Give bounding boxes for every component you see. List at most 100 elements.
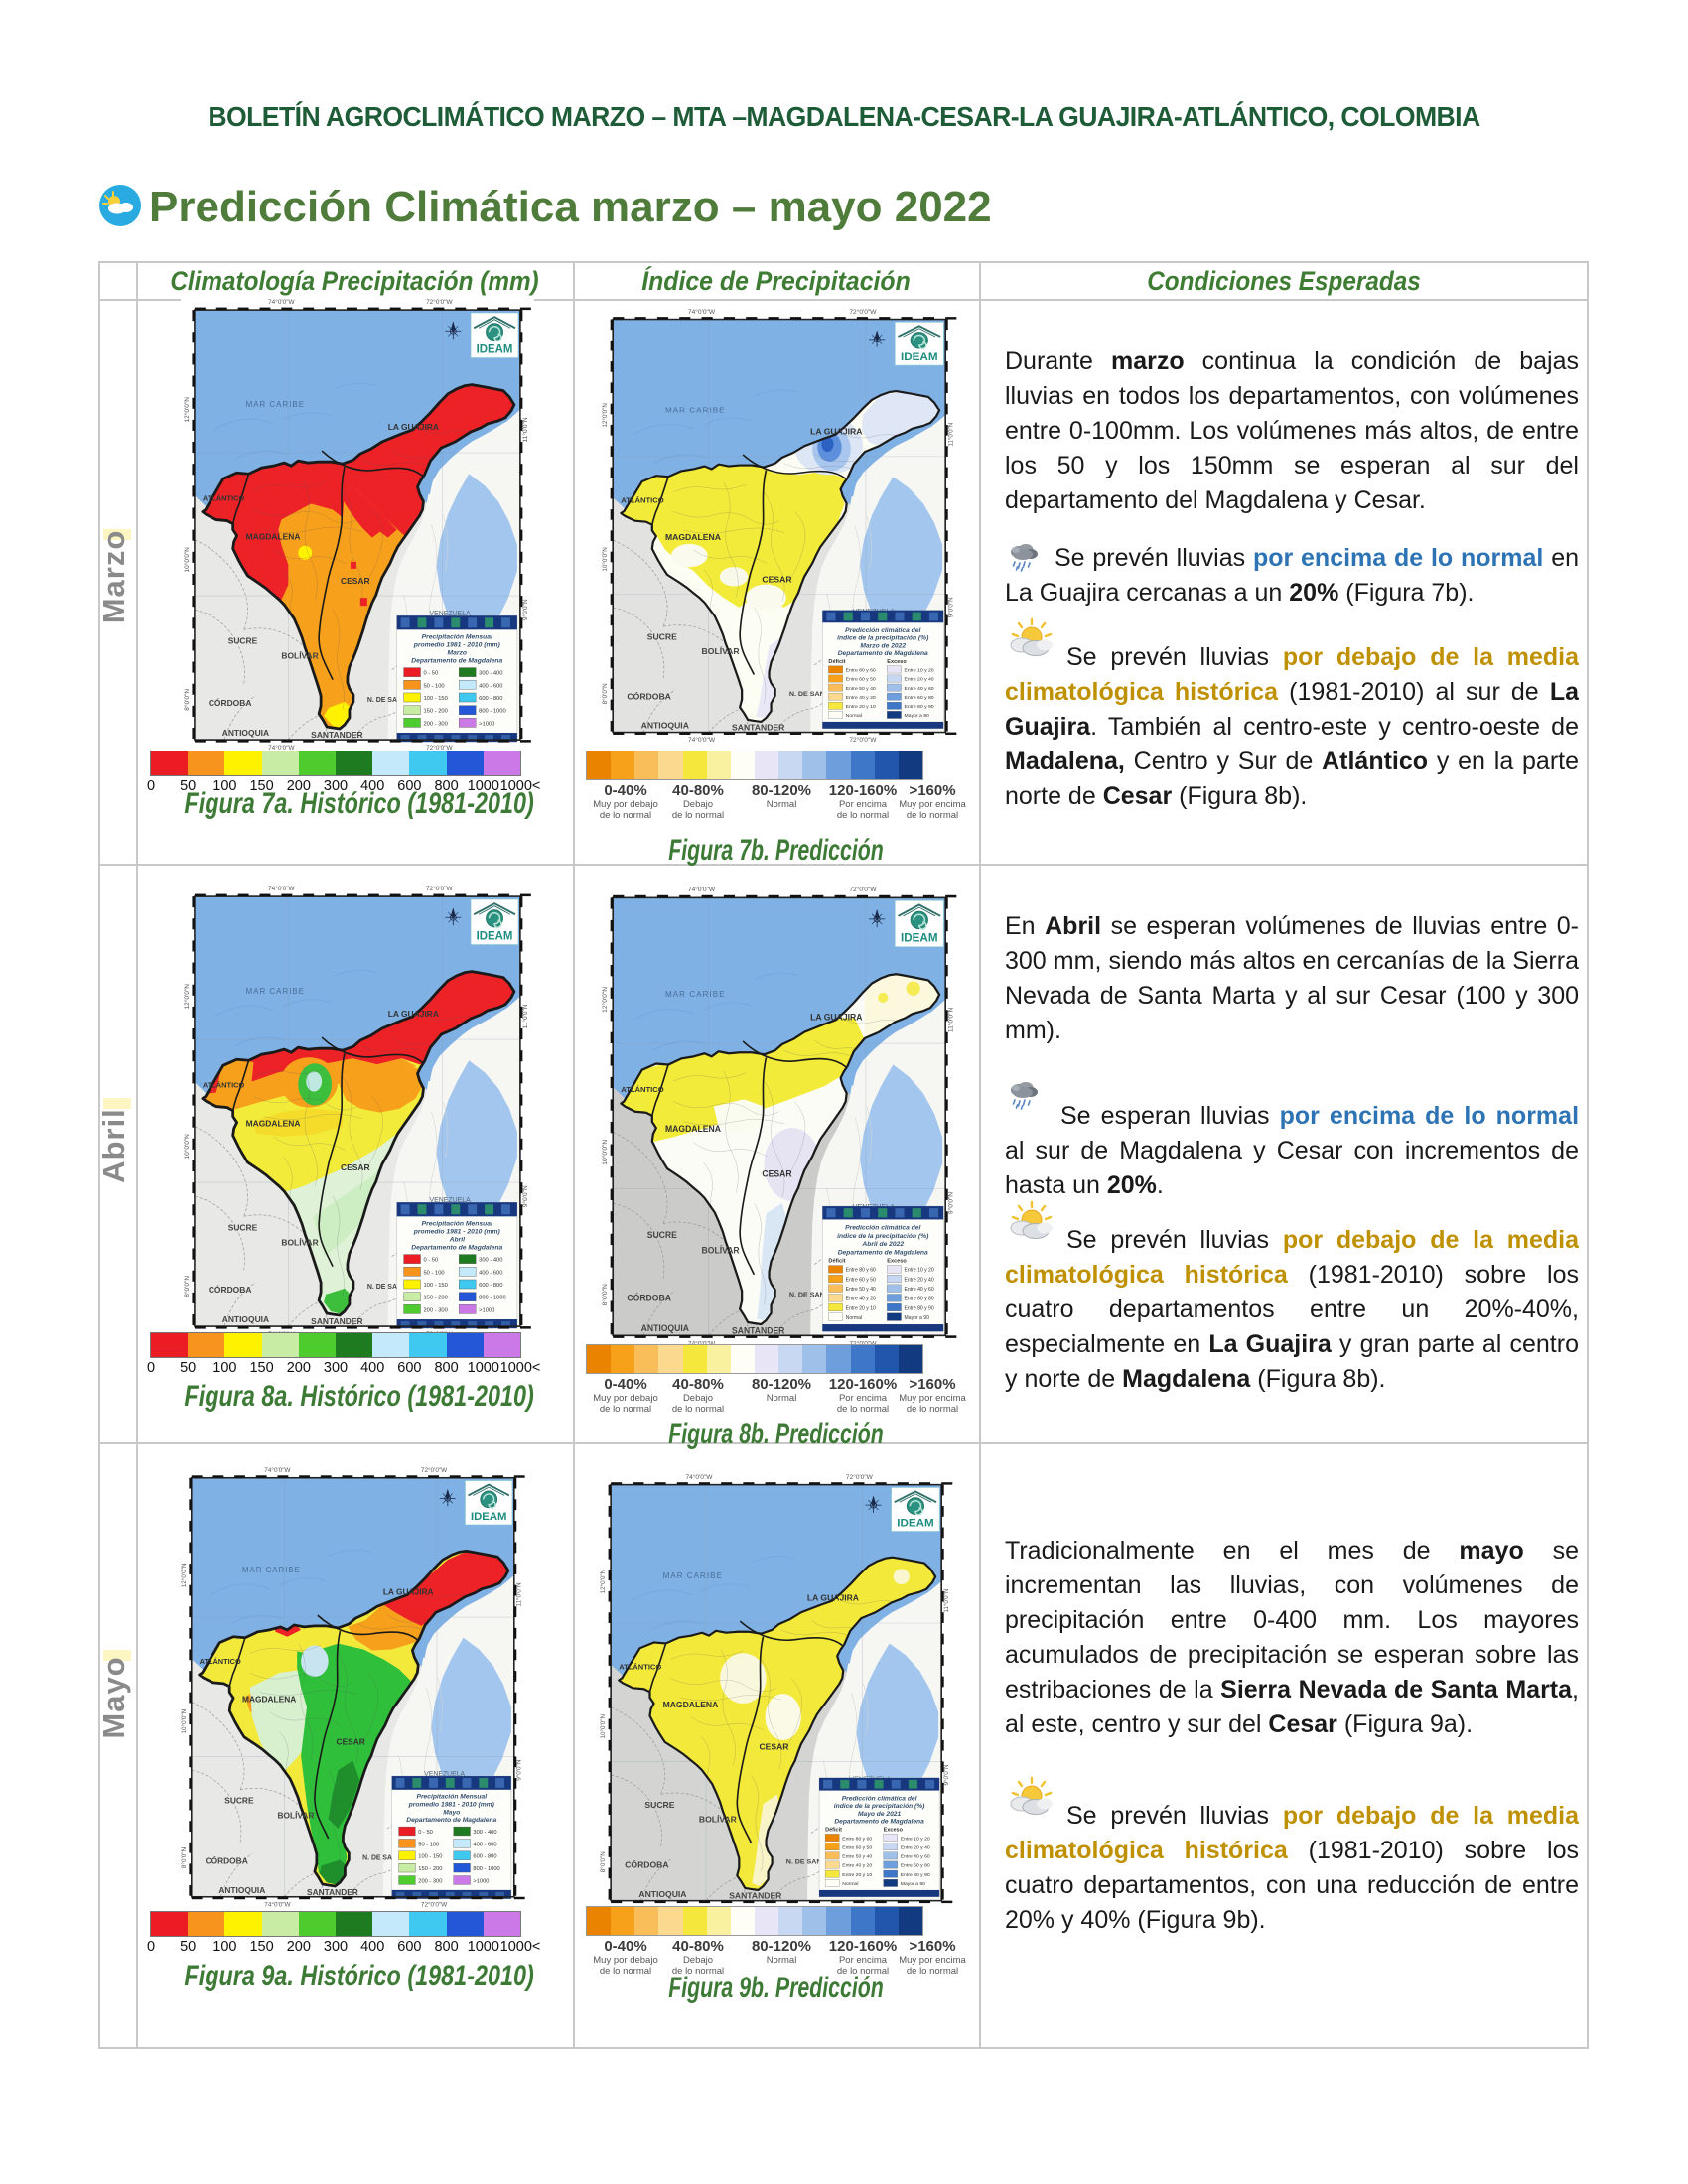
svg-text:72°0'0"W: 72°0'0"W	[421, 1901, 447, 1909]
svg-text:Entre 60 y 50: Entre 60 y 50	[845, 1277, 875, 1283]
svg-text:IDEAM: IDEAM	[901, 931, 938, 944]
svg-text:N. DE SANTAND: N. DE SANTAND	[789, 690, 844, 697]
svg-text:ATLÁNTICO: ATLÁNTICO	[203, 493, 245, 502]
svg-text:200 - 300: 200 - 300	[424, 721, 448, 727]
svg-text:VENEZUELA: VENEZUELA	[430, 611, 472, 617]
svg-text:MAR CARIBE: MAR CARIBE	[662, 1572, 722, 1581]
svg-text:11°0'0"N: 11°0'0"N	[946, 422, 954, 446]
svg-text:CESAR: CESAR	[762, 574, 791, 584]
svg-text:50 - 100: 50 - 100	[424, 1270, 445, 1276]
svg-text:Abril de 2022: Abril de 2022	[861, 1241, 904, 1248]
svg-text:ATLÁNTICO: ATLÁNTICO	[200, 1658, 241, 1667]
svg-text:100 - 150: 100 - 150	[424, 696, 448, 702]
svg-text:10°0'0"N: 10°0'0"N	[183, 1134, 191, 1160]
svg-text:CESAR: CESAR	[337, 1737, 365, 1747]
svg-text:800 - 1000: 800 - 1000	[479, 1296, 506, 1301]
svg-text:8°0'0"N: 8°0'0"N	[183, 688, 191, 710]
svg-text:Mayor a 90: Mayor a 90	[904, 1314, 929, 1320]
svg-text:12°0'0"N: 12°0'0"N	[601, 986, 609, 1012]
svg-text:IDEAM: IDEAM	[897, 1518, 933, 1530]
svg-text:Mayo: Mayo	[443, 1810, 460, 1817]
svg-text:9°0'0"N: 9°0'0"N	[946, 596, 954, 616]
svg-text:74°0'0"W: 74°0'0"W	[688, 736, 716, 744]
svg-text:N. DE SANTAND: N. DE SANTAND	[362, 1855, 415, 1862]
svg-text:8°0'0"N: 8°0'0"N	[599, 1851, 607, 1872]
svg-text:Mayor a 90: Mayor a 90	[901, 1882, 925, 1888]
svg-text:Departamento de Magdalena: Departamento de Magdalena	[834, 1819, 924, 1826]
svg-text:Predicción climática del: Predicción climática del	[845, 627, 920, 634]
svg-text:Entre 40 y 20: Entre 40 y 20	[845, 1296, 875, 1301]
svg-text:BOLÍVAR: BOLÍVAR	[281, 1237, 318, 1247]
svg-text:Entre 40 y 60: Entre 40 y 60	[904, 1287, 933, 1293]
svg-text:74°0'0"W: 74°0'0"W	[268, 885, 295, 892]
svg-text:72°0'0"W: 72°0'0"W	[426, 298, 453, 306]
svg-text:Precipitación Mensual: Precipitación Mensual	[417, 1794, 488, 1801]
svg-text:9°0'0"N: 9°0'0"N	[515, 1759, 523, 1781]
svg-text:72°0'0"W: 72°0'0"W	[849, 736, 877, 744]
svg-text:12°0'0"N: 12°0'0"N	[601, 402, 609, 427]
svg-text:BOLÍVAR: BOLÍVAR	[701, 1245, 740, 1255]
svg-text:MAR CARIBE: MAR CARIBE	[246, 400, 305, 409]
svg-text:SANTANDER: SANTANDER	[729, 1891, 781, 1901]
svg-text:CESAR: CESAR	[762, 1168, 792, 1178]
svg-text:BOLÍVAR: BOLÍVAR	[701, 645, 739, 656]
svg-text:200 - 300: 200 - 300	[424, 1307, 448, 1313]
svg-text:N. DE SANTAND: N. DE SANTAND	[786, 1859, 841, 1866]
svg-text:Entre 60 y 80: Entre 60 y 80	[901, 1863, 930, 1869]
svg-text:74°0'0"W: 74°0'0"W	[688, 307, 716, 315]
svg-text:300 - 400: 300 - 400	[474, 1830, 497, 1836]
svg-text:11°0'0"N: 11°0'0"N	[521, 1004, 529, 1028]
svg-text:Entre 50 y 40: Entre 50 y 40	[842, 1854, 872, 1860]
svg-text:SUCRE: SUCRE	[644, 1801, 674, 1811]
svg-text:SUCRE: SUCRE	[647, 1229, 677, 1239]
svg-text:SANTANDER: SANTANDER	[732, 722, 784, 732]
svg-text:MAR CARIBE: MAR CARIBE	[665, 405, 726, 414]
svg-text:400 - 600: 400 - 600	[479, 683, 502, 689]
svg-text:Entre 60 y 80: Entre 60 y 80	[904, 1296, 933, 1301]
svg-text:Departamento de Magdalena: Departamento de Magdalena	[838, 650, 928, 657]
svg-text:ANTIOQUIA: ANTIOQUIA	[640, 1323, 689, 1333]
svg-text:ANTIOQUIA: ANTIOQUIA	[222, 1314, 269, 1324]
svg-text:MAGDALENA: MAGDALENA	[242, 1695, 296, 1705]
svg-text:Precipitación Mensual: Precipitación Mensual	[422, 633, 492, 640]
svg-text:150 - 200: 150 - 200	[418, 1866, 442, 1872]
svg-text:Entre 20 y 40: Entre 20 y 40	[901, 1845, 930, 1851]
svg-text:Marzo de 2022: Marzo de 2022	[860, 642, 906, 649]
svg-text:VENEZUELA: VENEZUELA	[430, 1197, 472, 1204]
svg-text:300 - 400: 300 - 400	[479, 1258, 502, 1264]
svg-text:72°0'0"W: 72°0'0"W	[849, 1339, 877, 1347]
svg-text:Exceso: Exceso	[884, 1828, 904, 1834]
svg-text:12°0'0"N: 12°0'0"N	[183, 984, 191, 1010]
svg-text:SUCRE: SUCRE	[228, 1222, 258, 1232]
svg-text:9°0'0"N: 9°0'0"N	[942, 1764, 950, 1785]
svg-text:8°0'0"N: 8°0'0"N	[601, 1284, 609, 1305]
svg-text:IDEAM: IDEAM	[477, 343, 513, 355]
svg-text:Entre 20 y 40: Entre 20 y 40	[904, 676, 933, 682]
svg-text:11°0'0"N: 11°0'0"N	[942, 1589, 950, 1613]
svg-text:CESAR: CESAR	[759, 1742, 788, 1752]
svg-text:LA GUAJIRA: LA GUAJIRA	[388, 422, 439, 432]
svg-text:600 - 800: 600 - 800	[474, 1854, 497, 1860]
svg-text:Departamento de Magdalena: Departamento de Magdalena	[838, 1249, 928, 1256]
svg-text:BOLÍVAR: BOLÍVAR	[278, 1810, 315, 1821]
svg-text:IDEAM: IDEAM	[477, 930, 513, 942]
svg-text:600 - 800: 600 - 800	[479, 696, 502, 702]
svg-text:Exceso: Exceso	[887, 658, 907, 664]
svg-text:IDEAM: IDEAM	[471, 1511, 506, 1523]
svg-text:Entre 40 y 20: Entre 40 y 20	[842, 1863, 872, 1869]
svg-text:8°0'0"N: 8°0'0"N	[183, 1275, 191, 1297]
svg-text:Entre 10 y 20: Entre 10 y 20	[901, 1837, 930, 1843]
svg-text:11°0'0"N: 11°0'0"N	[515, 1582, 523, 1607]
svg-text:800 - 1000: 800 - 1000	[479, 709, 506, 715]
svg-text:LA GUAJIRA: LA GUAJIRA	[383, 1587, 434, 1597]
svg-text:400 - 600: 400 - 600	[479, 1270, 502, 1276]
svg-text:SANTANDER: SANTANDER	[307, 1887, 358, 1897]
svg-text:ATLÁNTICO: ATLÁNTICO	[619, 1663, 661, 1672]
svg-text:LA GUAJIRA: LA GUAJIRA	[810, 1012, 863, 1022]
svg-text:LA GUAJIRA: LA GUAJIRA	[388, 1009, 439, 1019]
svg-text:MAGDALENA: MAGDALENA	[246, 532, 301, 542]
svg-text:10°0'0"N: 10°0'0"N	[601, 546, 609, 571]
svg-text:MAR CARIBE: MAR CARIBE	[665, 989, 726, 998]
svg-text:promedio 1981 - 2010 (mm): promedio 1981 - 2010 (mm)	[413, 641, 501, 648]
svg-text:50 - 100: 50 - 100	[418, 1843, 439, 1848]
